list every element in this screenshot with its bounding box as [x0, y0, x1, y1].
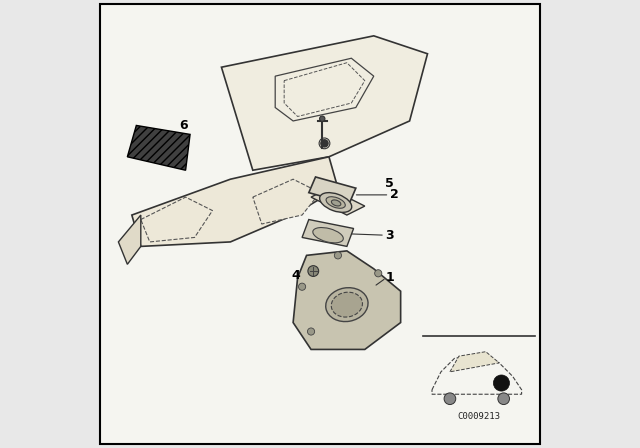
Text: C0009213: C0009213 — [458, 412, 500, 421]
Ellipse shape — [319, 193, 352, 212]
Polygon shape — [118, 215, 141, 264]
Circle shape — [374, 270, 382, 277]
Polygon shape — [293, 251, 401, 349]
Polygon shape — [309, 177, 356, 204]
Polygon shape — [302, 220, 353, 246]
Polygon shape — [132, 157, 338, 246]
Polygon shape — [127, 125, 190, 170]
Ellipse shape — [326, 288, 368, 322]
Polygon shape — [275, 58, 374, 121]
Circle shape — [444, 393, 456, 405]
Text: 6: 6 — [179, 119, 188, 132]
Ellipse shape — [326, 197, 346, 208]
Circle shape — [334, 252, 342, 259]
Circle shape — [319, 116, 325, 121]
Polygon shape — [253, 179, 320, 224]
Polygon shape — [450, 352, 499, 372]
Polygon shape — [432, 354, 522, 394]
Polygon shape — [311, 188, 365, 215]
Circle shape — [308, 266, 319, 276]
Circle shape — [298, 283, 306, 290]
Circle shape — [493, 375, 509, 391]
Polygon shape — [141, 197, 212, 242]
Text: 5: 5 — [385, 177, 394, 190]
Polygon shape — [221, 36, 428, 170]
Ellipse shape — [332, 200, 341, 206]
Circle shape — [321, 140, 328, 147]
Ellipse shape — [332, 292, 362, 317]
Text: 1: 1 — [385, 271, 394, 284]
Circle shape — [498, 393, 509, 405]
Ellipse shape — [313, 228, 343, 243]
Text: 4: 4 — [291, 269, 300, 282]
Text: 2: 2 — [390, 188, 398, 202]
Text: 3: 3 — [385, 228, 394, 242]
Circle shape — [307, 328, 315, 335]
